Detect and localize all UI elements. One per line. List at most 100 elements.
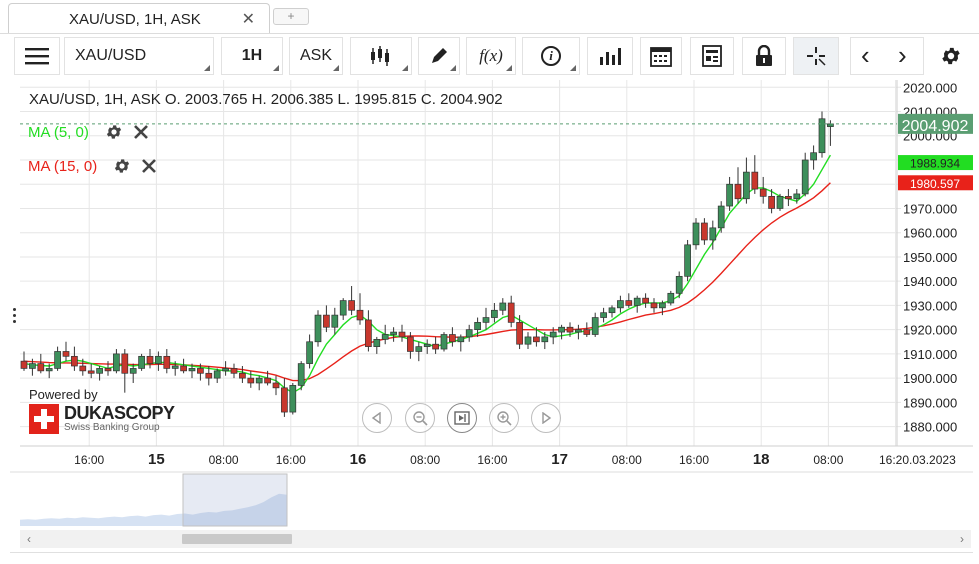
x-tick-label: 08:00 — [410, 453, 440, 467]
candle-up — [381, 334, 389, 340]
candle-up — [138, 355, 145, 369]
candle-down — [566, 326, 574, 333]
add-tab-button[interactable]: + — [273, 8, 309, 25]
crosshair-button[interactable] — [793, 37, 839, 75]
candle-up — [726, 183, 733, 207]
candle-down — [583, 329, 591, 335]
y-tick-label: 1920.000 — [903, 323, 957, 338]
candle-down — [79, 365, 87, 372]
plot-area — [20, 80, 897, 446]
scroll-left-arrow[interactable]: ‹ — [27, 532, 31, 546]
scroll-right-arrow[interactable]: › — [960, 532, 964, 546]
indicators-button[interactable]: f(x) — [466, 37, 516, 75]
x-tick-label: 17 — [551, 451, 568, 468]
x-tick-label: 08:00 — [612, 453, 642, 467]
instrument-select[interactable]: XAU/USD — [64, 37, 214, 75]
candle-up — [482, 317, 490, 323]
resize-handle[interactable] — [10, 305, 18, 331]
candle-down — [407, 336, 414, 352]
candle-up — [709, 227, 717, 241]
dropdown-corner-icon — [402, 65, 408, 71]
tab-divider — [0, 33, 979, 34]
candle-up — [810, 152, 817, 161]
chart-type-button[interactable] — [350, 37, 412, 75]
crosshair-icon — [807, 47, 826, 66]
dukascopy-logo: DUKASCOPY Swiss Banking Group — [29, 404, 175, 434]
ma5-legend: MA (5, 0) — [28, 123, 149, 141]
report-button[interactable] — [690, 37, 734, 75]
x-tick-label: 16:00 — [74, 453, 104, 467]
candle-up — [255, 377, 263, 384]
zoom-out-button[interactable] — [405, 403, 435, 433]
scrollbar-thumb[interactable] — [182, 534, 292, 544]
candle-up — [692, 222, 700, 246]
tab-xauusd[interactable]: XAU/USD, 1H, ASK ✕ — [8, 3, 270, 34]
reset-view-button[interactable] — [447, 403, 477, 433]
candle-up — [617, 300, 624, 309]
candle-down — [264, 377, 271, 384]
candle-up — [314, 314, 322, 343]
candle-up — [541, 336, 549, 343]
calendar-button[interactable] — [640, 37, 682, 75]
candle-up — [675, 275, 683, 294]
candle-down — [348, 300, 355, 311]
ma15-legend: MA (15, 0) — [28, 157, 157, 175]
candle-up — [575, 329, 582, 333]
info-button[interactable]: i — [522, 37, 580, 75]
calendar-icon — [650, 47, 672, 67]
candle-down — [247, 377, 255, 384]
candle-up — [801, 159, 809, 195]
zoom-in-button[interactable] — [489, 403, 519, 433]
candle-down — [642, 297, 649, 304]
gear-icon[interactable] — [113, 157, 131, 175]
candle-up — [331, 314, 339, 328]
prev-button[interactable]: ‹ — [861, 40, 870, 70]
gear-icon[interactable] — [105, 123, 123, 141]
draw-button[interactable] — [418, 37, 460, 75]
y-tick-label: 1960.000 — [903, 226, 957, 241]
horizontal-scrollbar[interactable]: ‹ › — [20, 530, 971, 548]
ohlc-readout: XAU/USD, 1H, ASK O. 2003.765 H. 2006.385… — [29, 91, 503, 108]
candle-down — [356, 309, 364, 321]
swiss-cross-icon — [29, 404, 59, 434]
candle-up — [743, 171, 750, 200]
ma15-price-tag-bg — [898, 175, 973, 191]
y-tick-label: 1950.000 — [903, 250, 957, 265]
x-tick-label: 08:00 — [813, 453, 843, 467]
close-icon[interactable]: ✕ — [241, 11, 255, 28]
candle-up — [113, 353, 120, 372]
candle-up — [373, 339, 381, 347]
scroll-left-button[interactable] — [362, 403, 392, 433]
candle-down — [37, 363, 45, 372]
volume-button[interactable] — [587, 37, 633, 75]
dropdown-corner-icon — [273, 65, 279, 71]
report-icon — [702, 45, 722, 67]
next-button[interactable]: › — [898, 40, 907, 70]
menu-button[interactable] — [14, 37, 60, 75]
candle-up — [129, 368, 137, 374]
candle-down — [785, 195, 792, 200]
settings-button[interactable] — [928, 37, 974, 75]
last-price-tag-bg — [898, 113, 973, 134]
lock-button[interactable] — [742, 37, 786, 75]
hamburger-icon — [25, 48, 49, 65]
side-select[interactable]: ASK — [289, 37, 343, 75]
close-icon[interactable] — [141, 158, 157, 174]
powered-by-text: Powered by — [29, 387, 98, 402]
period-select[interactable]: 1H — [221, 37, 283, 75]
x-tick-label: 18 — [753, 451, 770, 468]
candle-up — [499, 302, 507, 311]
zoom-in-icon — [497, 411, 512, 426]
period-label: 1H — [241, 47, 263, 64]
scroll-right-button[interactable] — [531, 403, 561, 433]
y-tick-label: 1940.000 — [903, 274, 957, 289]
candle-down — [205, 372, 213, 379]
candle-down — [751, 171, 759, 190]
close-icon[interactable] — [133, 124, 149, 140]
candle-down — [163, 355, 171, 369]
candle-down — [507, 302, 515, 323]
candle-down — [272, 382, 280, 389]
candle-down — [365, 319, 372, 347]
candle-down — [323, 314, 330, 328]
